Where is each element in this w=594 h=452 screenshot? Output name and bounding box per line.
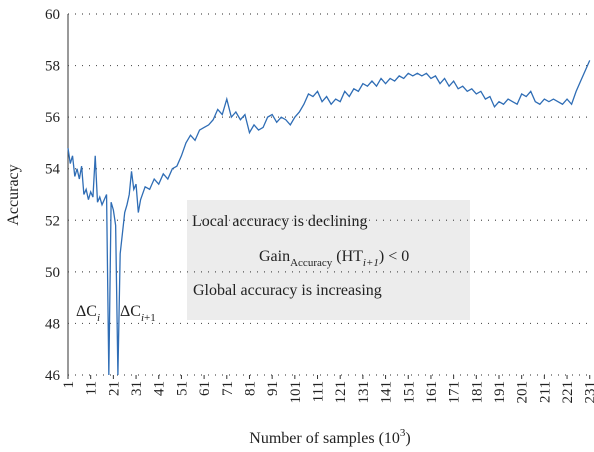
y-tick-label: 50 <box>45 265 60 281</box>
x-tick-label: 191 <box>492 381 508 404</box>
annotation-box <box>187 200 470 320</box>
annotation-part: Gain <box>259 248 290 265</box>
x-axis-label-part: Number of samples (10 <box>249 430 400 447</box>
annotation: GainAccuracy (HTi+1) < 0 <box>259 248 409 269</box>
annotation-part: i <box>141 312 144 324</box>
annotation-part: i+1 <box>363 257 379 269</box>
annotation: ΔCi+1 <box>120 303 156 324</box>
y-tick-label: 48 <box>45 316 60 332</box>
x-tick-label: 221 <box>560 381 576 404</box>
x-tick-label: 131 <box>356 381 372 404</box>
y-tick-label: 46 <box>45 368 61 384</box>
x-tick-label: 51 <box>174 381 190 396</box>
x-tick-label: 151 <box>401 381 417 404</box>
x-tick-label: 161 <box>424 381 440 404</box>
annotation-part: (HT <box>332 248 363 265</box>
x-tick-label: 231 <box>583 381 594 404</box>
y-axis-label: Accuracy <box>5 164 22 225</box>
x-tick-label: 81 <box>242 381 258 396</box>
annotation: Local accuracy is declining <box>192 213 367 230</box>
annotation-part: +1 <box>144 312 156 324</box>
y-tick-label: 58 <box>45 59 60 75</box>
x-tick-label: 171 <box>447 381 463 404</box>
x-tick-label: 91 <box>265 381 281 396</box>
x-tick-label: 71 <box>220 381 236 396</box>
annotation-part: Accuracy <box>290 257 333 269</box>
y-tick-label: 56 <box>45 110 61 126</box>
annotation-part: i <box>97 312 100 324</box>
x-tick-label: 21 <box>106 381 122 396</box>
annotation-part: ) < 0 <box>379 248 409 265</box>
x-tick-label: 41 <box>152 381 168 396</box>
x-tick-label: 201 <box>515 381 531 404</box>
x-tick-label: 121 <box>333 381 349 404</box>
annotation-part: ΔC <box>76 303 97 320</box>
x-axis-label: Number of samples (103) <box>249 427 410 447</box>
x-axis-label-part: ) <box>405 430 410 447</box>
x-tick-label: 1 <box>61 381 77 389</box>
x-tick-label: 31 <box>129 381 145 396</box>
x-tick-label: 11 <box>84 381 100 395</box>
x-tick-label: 61 <box>197 381 213 396</box>
x-tick-label: 141 <box>379 381 395 404</box>
data-line <box>67 60 591 376</box>
y-tick-label: 60 <box>45 7 60 23</box>
y-tick-label: 52 <box>45 213 60 229</box>
annotation: ΔCi <box>76 303 100 324</box>
x-tick-label: 111 <box>311 381 327 402</box>
x-tick-label: 101 <box>288 381 304 404</box>
x-tick-label: 181 <box>469 381 485 404</box>
annotation-part: ΔC <box>120 303 141 320</box>
annotation-part: Local accuracy is declining <box>192 213 367 230</box>
y-tick-label: 54 <box>45 162 61 178</box>
x-tick-label: 211 <box>537 381 553 403</box>
annotation: Global accuracy is increasing <box>193 282 382 299</box>
x-axis-label-part: 3 <box>400 427 406 439</box>
annotation-part: Global accuracy is increasing <box>193 282 382 299</box>
